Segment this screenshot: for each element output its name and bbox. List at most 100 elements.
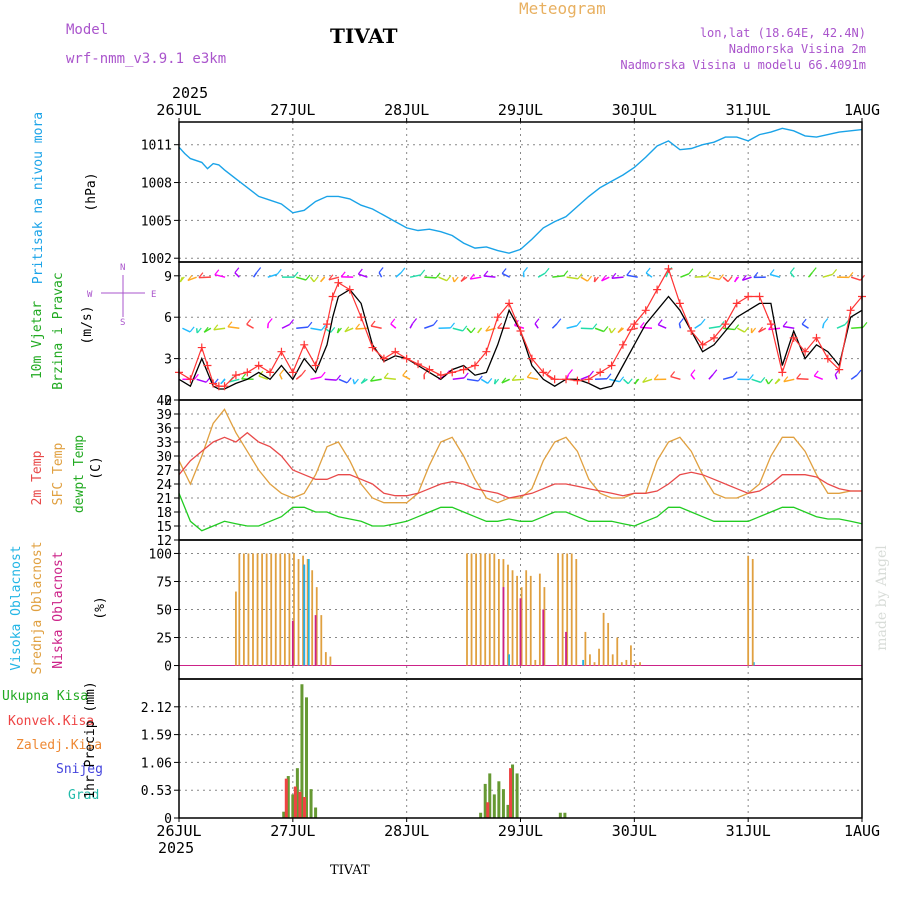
wind-barb-flag: [617, 327, 623, 333]
wind-barb-flag: [256, 267, 262, 273]
wind-barb-flag: [328, 274, 334, 281]
wind-barb: [295, 374, 302, 380]
wind-barb: [358, 273, 368, 278]
wind-barb-flag: [267, 318, 273, 324]
pressure-line: [178, 127, 863, 254]
wind-barb-flag: [462, 325, 468, 332]
wind-barb-flag: [544, 267, 550, 274]
temp-ylabels: 2m Temp SFC Temp dewpt Temp (C): [30, 435, 104, 513]
wind-barb-flag: [706, 271, 712, 277]
cloud-ylabel-mid: Srednja Oblacnost: [30, 541, 45, 674]
wind-barb: [640, 326, 653, 329]
wind-barb-flag: [189, 326, 195, 333]
wind-barb-flag: [187, 275, 193, 281]
wind-gust-marker: [687, 327, 696, 335]
top-day-label: 27JUL: [270, 101, 315, 119]
precip-bar: [295, 768, 299, 818]
compass-rose: N W E S: [87, 263, 156, 328]
precip-bar: [314, 807, 318, 818]
wind-gust-marker: [516, 327, 525, 335]
wind-barb-flag: [796, 373, 802, 380]
wind-barb: [227, 326, 240, 329]
wind-speed-line: [178, 288, 863, 390]
wind-barb: [722, 375, 734, 381]
wind-gust-marker: [414, 360, 423, 369]
wind-gust-marker: [801, 347, 810, 356]
wind-barb: [409, 323, 414, 329]
wind-barb-flag: [718, 274, 724, 280]
wind-gust-marker: [300, 340, 309, 349]
wind-gust-marker: [710, 333, 719, 342]
wind-gust-marker: [322, 320, 331, 329]
wind-barb-flag: [213, 324, 219, 331]
wind-barb: [480, 378, 489, 384]
wind-barb: [565, 374, 570, 380]
precip-bar: [309, 789, 313, 818]
y-tick-label: 1002: [141, 252, 172, 267]
wind-barb: [378, 272, 383, 278]
wind-barb: [623, 378, 629, 385]
wind-barb-flag: [727, 276, 733, 282]
wind-barb: [537, 272, 546, 278]
wind-barb-flag: [370, 375, 375, 382]
y-tick-label: 75: [156, 575, 172, 590]
wind-barb: [483, 275, 496, 278]
pressure-unit: (hPa): [84, 172, 99, 211]
temp-unit: (C): [89, 456, 104, 479]
wind-barb: [566, 276, 579, 280]
footer-station: TIVAT: [330, 863, 370, 878]
wind-gust-line: [178, 267, 863, 387]
wind-gust-marker: [391, 347, 400, 356]
wind-barb-flag: [305, 274, 311, 281]
wind-barb: [595, 377, 608, 381]
wind-barb: [527, 376, 539, 381]
bottom-day-labels: 26JUL 27JUL 28JUL 29JUL 30JUL 31JUL 1AUG: [156, 818, 880, 840]
y-tick-label: 0: [164, 394, 172, 409]
wind-gust-marker: [288, 368, 297, 377]
model-name: wrf-nmm_v3.9.1 e3km: [66, 51, 226, 67]
wind-ylabel-1: 10m Vjetar: [30, 301, 45, 379]
temp-ylabel-sfc: SFC Temp: [51, 443, 66, 506]
wind-barb: [328, 276, 340, 281]
wind-barb-flag: [645, 267, 651, 274]
wind-barb: [737, 327, 745, 333]
wind-barb-flag: [378, 267, 384, 273]
wind-gust-marker: [402, 354, 411, 363]
wind-barb: [395, 272, 402, 278]
wind-gust-marker: [379, 354, 388, 363]
wind-barb: [279, 374, 283, 380]
y-tick-label: 25: [156, 632, 172, 647]
wind-gust-marker: [732, 299, 741, 308]
wind-barb: [708, 374, 714, 380]
wind-barb: [501, 272, 511, 278]
wind-barb-flag: [634, 378, 640, 385]
wind-barb: [512, 378, 524, 382]
compass-n: N: [120, 263, 125, 273]
wind-gust-marker: [493, 313, 502, 322]
compass-s: S: [120, 318, 125, 328]
pressure-ylabels: Pritisak na nivou mora (hPa): [31, 112, 99, 284]
wind-barb: [352, 379, 356, 385]
wind-barb-flag: [336, 374, 341, 381]
wind-barb-flag: [234, 267, 240, 274]
wind-barb-flag: [563, 270, 569, 277]
y-tick-label: 1.06: [141, 756, 172, 771]
wind-barb-flag: [587, 275, 593, 282]
y-tick-label: 1005: [141, 214, 172, 229]
wind-barb: [742, 276, 752, 281]
wind-barb-flag: [463, 372, 469, 379]
top-day-label: 31JUL: [726, 101, 771, 119]
wind-barb-flag: [453, 276, 459, 283]
wind-barb-flag: [534, 318, 540, 324]
precip-bar: [479, 812, 483, 818]
top-year: 2025: [172, 84, 208, 102]
wind-barb-flag: [811, 267, 817, 273]
wind-gust-marker: [846, 306, 855, 315]
wind-barb: [566, 325, 578, 329]
top-day-label: 30JUL: [612, 101, 657, 119]
y-tick-label: 15: [156, 520, 172, 535]
y-tick-label: 27: [156, 464, 172, 479]
y-tick-label: 50: [156, 604, 172, 619]
wind-barb: [789, 272, 795, 278]
wind-barb: [338, 378, 348, 384]
